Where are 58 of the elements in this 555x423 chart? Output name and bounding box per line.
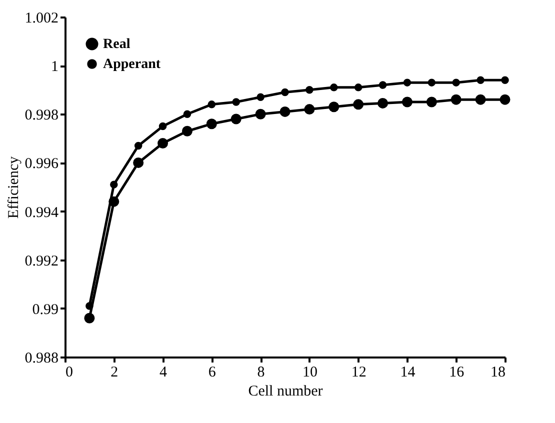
point — [501, 76, 509, 84]
x-tick-label: 0 — [66, 364, 73, 380]
point — [402, 96, 412, 108]
x-tick-label: 14 — [400, 364, 416, 380]
point — [330, 84, 338, 92]
point — [183, 110, 192, 118]
y-axis-title: Efficiency — [6, 156, 22, 219]
x-tick-label: 4 — [160, 364, 168, 380]
point — [134, 142, 142, 150]
x-tick-label: 10 — [302, 364, 318, 380]
point — [378, 98, 388, 108]
point — [304, 104, 315, 115]
point — [108, 196, 120, 207]
y-tick-label: 0.992 — [24, 253, 58, 270]
point — [133, 157, 144, 168]
x-tick-label: 6 — [208, 364, 216, 380]
point — [428, 78, 436, 86]
point — [256, 93, 264, 102]
point — [281, 88, 289, 96]
y-tick-label: 0.994 — [24, 204, 59, 221]
point — [403, 78, 412, 86]
x-axis-title: Cell number — [248, 384, 323, 400]
point — [255, 108, 266, 120]
x-tick-label: 2 — [110, 364, 118, 380]
point — [110, 180, 118, 188]
point — [328, 102, 340, 112]
point — [475, 94, 486, 105]
point — [158, 122, 167, 130]
legend-label: Real — [103, 37, 130, 52]
x-tick-label: 16 — [449, 364, 465, 380]
x-tick-label: 18 — [490, 364, 506, 380]
point — [306, 86, 314, 94]
y-tick-label: 0.998 — [24, 108, 58, 124]
point — [232, 98, 240, 106]
point — [182, 126, 192, 136]
y-tick-label: 1.002 — [24, 10, 58, 26]
y-tick-label: 0.996 — [24, 156, 59, 172]
point — [280, 106, 290, 117]
y-tick-label: 0.99 — [32, 302, 58, 318]
point — [230, 114, 242, 124]
point — [84, 312, 95, 324]
point — [354, 84, 362, 92]
point — [378, 81, 387, 89]
point — [500, 94, 510, 105]
y-tick-label: 0.988 — [24, 350, 58, 366]
point — [450, 94, 462, 105]
x-tick-label: 12 — [351, 364, 366, 380]
point — [158, 138, 168, 149]
x-tick-label: 8 — [257, 364, 265, 380]
y-tick-label: 1 — [51, 59, 58, 76]
point — [452, 78, 460, 86]
point — [426, 96, 437, 108]
point — [476, 76, 484, 84]
point — [208, 100, 216, 108]
point — [206, 118, 217, 130]
point — [86, 302, 94, 310]
legend-label: Apperant — [103, 57, 161, 72]
point — [353, 99, 364, 110]
